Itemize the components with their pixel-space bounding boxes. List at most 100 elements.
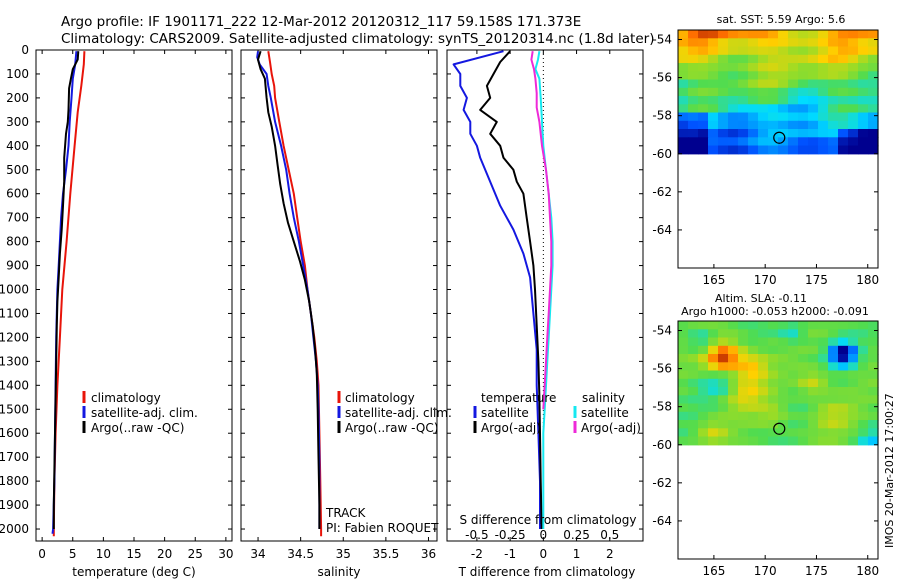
map-cell (708, 54, 719, 64)
map-cell (728, 370, 739, 380)
map-cell (698, 30, 709, 39)
map-cell (718, 420, 729, 429)
map-cell (848, 46, 859, 56)
map-cell (868, 403, 879, 413)
map-cell (738, 387, 749, 396)
map-cell (778, 370, 789, 380)
map-cell (788, 54, 799, 64)
map-cell (818, 46, 829, 56)
map-cell (688, 370, 699, 380)
map-cell (728, 420, 739, 429)
map-cell (848, 387, 859, 396)
map-cell (768, 321, 779, 330)
map-cell (758, 145, 769, 155)
map-cell (778, 337, 789, 347)
map-cell (858, 145, 869, 155)
map-cell (718, 54, 729, 64)
temperature-ytick-label: 900 (6, 259, 29, 273)
map-cell (678, 387, 689, 396)
map-cell (708, 46, 719, 56)
map-cell (718, 145, 729, 155)
map-cell (808, 395, 819, 405)
map-cell (768, 329, 779, 339)
map-cell (738, 46, 749, 56)
map-cell (798, 428, 809, 438)
map-cell (798, 145, 809, 155)
diff-series-line (452, 50, 541, 529)
temperature-ytick-label: 1200 (0, 330, 29, 344)
map-cell (798, 96, 809, 105)
map-cell (818, 71, 829, 81)
map-cell (718, 71, 729, 81)
map-cell (838, 104, 849, 114)
map-cell (868, 129, 879, 138)
map-cell (798, 104, 809, 114)
legend-title-temperature: temperature (481, 391, 556, 405)
map-cell (708, 395, 719, 405)
map-cell (708, 137, 719, 147)
map-cell (758, 354, 769, 363)
map-cell (758, 46, 769, 56)
s-difference-tick-label: 0.25 (563, 528, 590, 542)
map-cell (848, 370, 859, 380)
sal-series-line (257, 50, 321, 529)
map-cell (868, 428, 879, 438)
map-cell (858, 79, 869, 89)
map-cell (798, 129, 809, 138)
map-cell (778, 112, 789, 122)
map-cell (758, 428, 769, 438)
map-cell (738, 129, 749, 138)
map-cell (858, 378, 869, 388)
map-cell (838, 411, 849, 421)
map-cell (868, 345, 879, 355)
map-cell (758, 411, 769, 421)
map-cell (788, 345, 799, 355)
diff-xtick-label: -1 (504, 547, 516, 561)
map-cell (798, 112, 809, 122)
map-cell (718, 46, 729, 56)
track-annotation: TRACK (325, 506, 367, 520)
map-cell (728, 329, 739, 339)
map-xtick-label: 175 (805, 273, 828, 287)
map-cell (858, 54, 869, 64)
legend-label-salinity-satellite: satellite (581, 406, 629, 420)
map-cell (708, 387, 719, 396)
map-cell (708, 129, 719, 138)
map-cell (828, 137, 839, 147)
map-cell (738, 420, 749, 429)
map-cell (828, 362, 839, 372)
map-cell (818, 403, 829, 413)
temperature-ytick-label: 800 (6, 235, 29, 249)
map-cell (678, 329, 689, 339)
map-cell (758, 436, 769, 446)
temp-xtick-label: 5 (69, 547, 77, 561)
map-cell (828, 395, 839, 405)
map-cell (748, 411, 759, 421)
map-cell (848, 38, 859, 48)
map-cell (708, 120, 719, 130)
map-cell (868, 387, 879, 396)
map-cell (868, 145, 879, 155)
map-cell (678, 129, 689, 138)
map-cell (828, 54, 839, 64)
diff-series-line (534, 51, 554, 529)
map-cell (718, 436, 729, 446)
map-cell (848, 87, 859, 97)
map-cell (728, 354, 739, 363)
map-cell (828, 345, 839, 355)
map-cell (798, 321, 809, 330)
map-cell (828, 87, 839, 97)
map-cell (798, 71, 809, 81)
map-cell (858, 63, 869, 72)
map-cell (738, 30, 749, 39)
map-cell (808, 96, 819, 105)
map-cell (778, 79, 789, 89)
map-cell (678, 120, 689, 130)
map-cell (788, 337, 799, 347)
map-cell (758, 87, 769, 97)
map-cell (808, 79, 819, 89)
map-cell (798, 378, 809, 388)
map-cell (848, 104, 859, 114)
map-cell (848, 63, 859, 72)
